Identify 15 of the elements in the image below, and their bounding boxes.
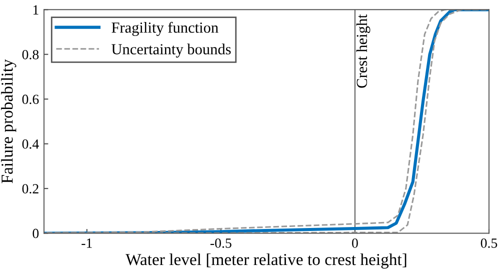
ref-line-label: Crest height	[356, 14, 370, 88]
x-tick-label: -1	[82, 238, 92, 248]
legend-label: Fragility function	[112, 22, 218, 36]
y-tick-label: 0	[32, 228, 39, 238]
x-axis-title: Water level [meter relative to crest height]	[126, 253, 406, 269]
y-axis-title: Failure probability	[1, 59, 16, 184]
y-tick-label: 1	[33, 5, 38, 14]
y-tick-label: 0.8	[22, 50, 39, 60]
y-tick-label: 0.4	[22, 139, 39, 149]
x-tick-label: 0	[352, 238, 358, 248]
x-tick-label: -0.5	[210, 238, 232, 248]
legend-label: Uncertainty bounds	[112, 44, 231, 58]
x-tick-label: 0.5	[480, 238, 498, 248]
y-tick-label: 0.6	[22, 94, 39, 104]
y-tick-label: 0.2	[22, 184, 38, 194]
